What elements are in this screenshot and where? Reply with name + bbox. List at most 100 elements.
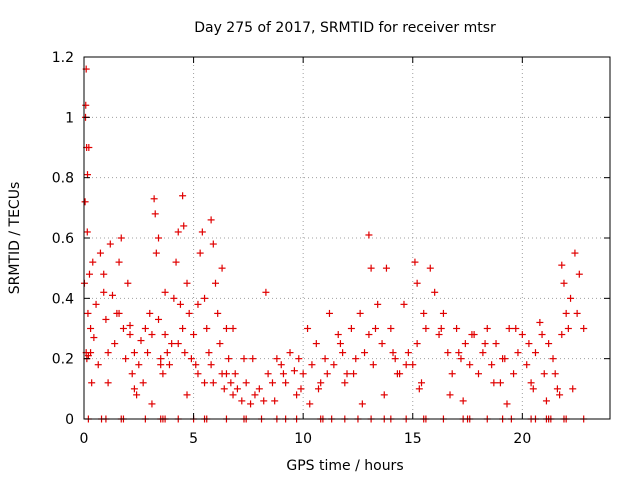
data-point	[413, 340, 421, 348]
data-point	[323, 370, 331, 378]
data-point	[104, 379, 112, 387]
data-point	[343, 370, 351, 378]
data-point	[124, 279, 132, 287]
data-point	[240, 355, 248, 363]
data-point	[400, 300, 408, 308]
data-point	[514, 349, 522, 357]
data-point	[556, 391, 564, 399]
grid	[84, 57, 610, 419]
data-point	[523, 361, 531, 369]
data-point	[444, 349, 452, 357]
data-point	[251, 391, 259, 399]
data-point	[115, 309, 123, 317]
data-point	[180, 222, 188, 230]
data-point	[347, 325, 355, 332]
data-point	[306, 400, 314, 408]
data-point	[573, 309, 581, 317]
data-point	[488, 361, 496, 369]
data-point	[571, 249, 579, 257]
data-point	[518, 331, 526, 339]
data-point	[352, 355, 360, 363]
data-point	[137, 337, 145, 345]
data-point	[286, 349, 294, 357]
data-point	[273, 355, 281, 363]
data-point	[87, 325, 95, 332]
data-point	[187, 355, 195, 363]
data-point	[192, 361, 200, 369]
data-point	[183, 391, 191, 399]
data-point	[393, 370, 401, 378]
data-point	[558, 261, 566, 269]
data-point	[536, 318, 544, 326]
data-point	[201, 294, 209, 302]
data-point	[402, 361, 410, 369]
data-point	[179, 325, 187, 332]
data-point	[455, 349, 463, 357]
data-point	[194, 300, 202, 308]
data-point	[558, 331, 566, 339]
data-point	[185, 309, 193, 317]
data-point	[446, 391, 454, 399]
data-point	[466, 361, 474, 369]
data-point	[297, 385, 305, 393]
data-point	[104, 349, 112, 357]
data-point	[155, 315, 163, 323]
data-point	[545, 340, 553, 348]
data-point	[106, 240, 114, 248]
data-point	[165, 361, 173, 369]
data-point	[88, 379, 96, 387]
data-point	[350, 370, 358, 378]
data-point	[100, 288, 108, 296]
data-point	[264, 370, 272, 378]
data-point	[100, 270, 108, 278]
data-point	[92, 300, 100, 308]
data-point	[538, 331, 546, 339]
data-point	[157, 355, 165, 363]
data-point	[481, 340, 489, 348]
data-point	[560, 279, 568, 287]
data-point	[102, 315, 110, 323]
x-tick-label: 5	[189, 431, 198, 447]
data-point	[562, 309, 570, 317]
data-point	[135, 361, 143, 369]
data-point	[159, 370, 167, 378]
data-point	[172, 258, 180, 266]
data-point	[304, 325, 312, 332]
data-point	[96, 249, 104, 257]
data-point	[207, 361, 215, 369]
data-point	[117, 234, 125, 242]
data-point	[148, 331, 156, 339]
data-point	[174, 340, 182, 348]
y-tick-label: 1.2	[52, 50, 74, 66]
data-point	[231, 370, 239, 378]
data-point	[378, 340, 386, 348]
data-point	[150, 195, 158, 203]
data-point	[163, 349, 171, 357]
data-point	[367, 264, 375, 272]
data-point	[290, 367, 298, 375]
data-point	[209, 379, 217, 387]
data-point	[282, 379, 290, 387]
data-point	[139, 379, 147, 387]
data-point	[218, 264, 226, 272]
y-tick-label: 0	[65, 412, 74, 428]
data-point	[146, 309, 154, 317]
data-point	[380, 391, 388, 399]
data-point	[437, 325, 445, 332]
data-point	[356, 309, 364, 317]
y-tick-label: 0.2	[52, 352, 74, 368]
data-point	[181, 349, 189, 357]
data-point	[89, 258, 97, 266]
data-point	[431, 288, 439, 296]
data-point	[411, 258, 419, 266]
data-point	[580, 325, 588, 332]
data-point	[369, 361, 377, 369]
data-point	[525, 340, 533, 348]
data-point	[126, 331, 134, 339]
data-point	[130, 349, 138, 357]
data-point	[260, 397, 268, 405]
data-point	[229, 391, 237, 399]
data-point	[194, 370, 202, 378]
data-point	[404, 349, 412, 357]
